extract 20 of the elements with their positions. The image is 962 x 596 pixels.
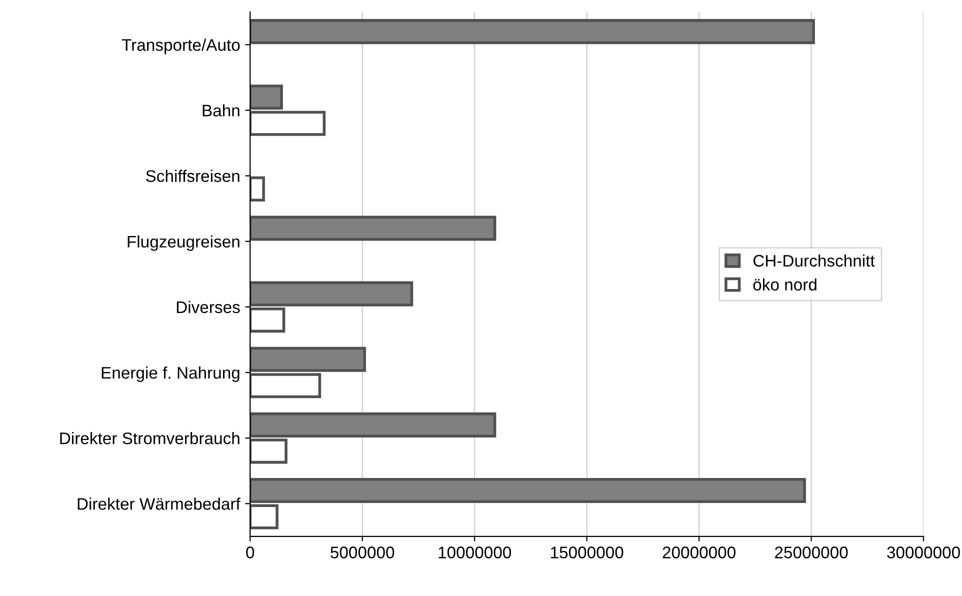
legend-label: CH-Durchschnitt [753,254,875,267]
x-tick-label: 5000000 [330,546,394,558]
y-tick-label: Direkter Wärmebedarf [78,498,240,510]
y-tick-label: Transporte/Auto [122,38,240,54]
x-tick-label: 10000000 [438,546,512,558]
y-tick-label: Energie f. Nahrung [102,366,240,382]
y-tick-label: Flugzeugreisen [128,235,240,251]
y-tick-label: Direkter Stromverbrauch [60,432,240,444]
x-tick-label: 25000000 [775,546,848,558]
y-tick-label: Diverses [176,300,240,314]
legend-label: öko nord [753,278,816,291]
x-tick-label: 30000000 [887,546,960,558]
bar [250,176,265,202]
x-tick-label: 20000000 [662,546,736,558]
bar [250,216,496,241]
bar [250,19,815,44]
x-tick-label: 15000000 [551,546,624,558]
y-tick-label: Schiffsreisen [146,170,240,182]
y-tick-label: Bahn [202,104,240,116]
x-tick-label: 0 [246,546,254,558]
